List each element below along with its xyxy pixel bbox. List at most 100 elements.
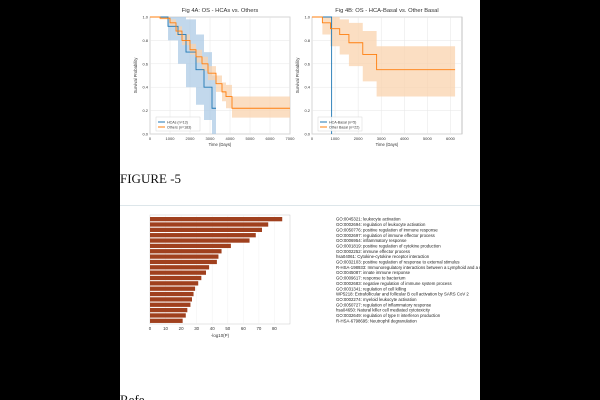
x-tick-label: 4000 <box>226 136 236 141</box>
x-tick-label: 4000 <box>400 136 410 141</box>
bar-category-label: GO:0002252: immune effector process <box>336 249 410 254</box>
bar-x-tick-label: 40 <box>210 326 215 331</box>
enrichment-bar <box>150 291 194 297</box>
bar-category-label: GO:0001819: positive regulation of cytok… <box>336 243 441 248</box>
y-tick-label: 0.2 <box>142 108 148 113</box>
legend-entry: Others (n=183) <box>167 126 191 130</box>
survival-line-others <box>312 16 456 71</box>
enrichment-bar <box>150 297 192 302</box>
bar-category-label: GO:0045321: leukocyte activation <box>336 217 401 222</box>
enrichment-bar <box>150 307 188 313</box>
x-tick-label: 5000 <box>246 136 256 141</box>
enrichment-bar <box>150 318 183 323</box>
bar-category-label: GO:0002697: regulation of immune effecto… <box>336 233 435 238</box>
y-tick-label: 0.8 <box>142 38 148 43</box>
bar-x-tick-label: 0 <box>149 326 152 331</box>
document-page: 0.0 0.2 0.4 0.6 0.8 1.0 0 1000 2000 3000 4000 5000 6… <box>120 0 480 400</box>
enrichment-bar <box>150 222 269 227</box>
legend-entry: Other Basal (n=22) <box>329 126 359 130</box>
enrichment-bar <box>150 265 210 270</box>
figure-canvas: 0.00.20.40.60.81.00 1000 2000 3000 4000 5000 6… <box>133 8 480 338</box>
ci-band-others <box>312 17 456 97</box>
ci-band-others <box>150 17 290 118</box>
enrichment-bar <box>150 270 206 275</box>
y-tick-label: 1.0 <box>304 15 310 20</box>
bar-category-label: GO:0002694: regulation of leukocyte acti… <box>336 222 426 227</box>
bar-category-label: hsa04650: Natural killer cell mediated c… <box>336 308 431 313</box>
bar-x-axis-label: -log10(P) <box>211 333 230 338</box>
enrichment-bar <box>150 238 250 243</box>
survival-line-hca <box>150 16 216 109</box>
bar-category-label: GO:0002274: myeloid leukocyte activation <box>336 297 417 302</box>
x-tick-label: 6000 <box>266 136 276 141</box>
x-tick-label: 1000 <box>331 136 341 141</box>
enrichment-bar <box>150 243 231 249</box>
y-axis-label: Survival Probability <box>295 57 300 94</box>
enrichment-bar <box>150 249 222 254</box>
bar-category-label: WP5218: Extrafollicular and follicular B… <box>336 292 469 297</box>
bar-category-label: GO:0006954: inflammatory response <box>336 238 407 243</box>
bar-category-label: R-HSA-6798695: Neutrophil degranulation <box>336 318 417 323</box>
reference-heading: Refe <box>120 392 145 400</box>
bar-category-label: R-HSA-198933: Immunoregulatory interacti… <box>336 265 480 270</box>
bar-x-tick-label: 50 <box>225 326 230 331</box>
x-tick-label: 3000 <box>377 136 387 141</box>
enrichment-bar <box>150 275 202 281</box>
bar-category-label: hsa04061: Cytokine-cytokine receptor int… <box>336 254 430 259</box>
y-tick-label: 0.6 <box>304 61 310 66</box>
bar-category-label: GO:0050727: regulation of inflammatory r… <box>336 302 432 307</box>
y-axis-label: Survival Probability <box>133 57 138 94</box>
reference-heading-clip: Refe <box>120 392 160 400</box>
y-tick-label: 0.4 <box>304 85 310 90</box>
y-tick-label: 0.6 <box>142 61 148 66</box>
x-tick-label: 0 <box>311 136 314 141</box>
x-tick-label: 5000 <box>423 136 433 141</box>
bar-x-tick-label: 80 <box>272 326 277 331</box>
enrichment-bar <box>150 227 262 232</box>
bar-category-label: GO:0032103: positive regulation of respo… <box>336 260 460 265</box>
bar-x-tick-label: 70 <box>256 326 261 331</box>
panel-title: Fig 4A: OS - HCAs vs. Others <box>182 8 259 14</box>
y-tick-label: 1.0 <box>142 15 148 20</box>
enrichment-bar <box>150 286 196 291</box>
bar-x-tick-label: 10 <box>163 326 168 331</box>
bar-x-tick-label: 30 <box>194 326 199 331</box>
bar-category-label: GO:0002683: negative regulation of immun… <box>336 281 452 286</box>
section-divider <box>120 205 480 206</box>
y-tick-label: 0.0 <box>142 132 148 137</box>
x-tick-label: 2000 <box>354 136 364 141</box>
enrichment-bar <box>150 217 283 222</box>
x-tick-label: 6000 <box>446 136 456 141</box>
enrichment-bar <box>150 281 199 286</box>
legend-entry: HCA-Basal (n=5) <box>329 121 356 125</box>
x-tick-label: 3000 <box>206 136 216 141</box>
legend-entry: HCAs (n=13) <box>167 121 188 125</box>
y-tick-label: 0.2 <box>304 108 310 113</box>
y-tick-label: 0.0 <box>304 132 310 137</box>
x-tick-label: 1000 <box>166 136 176 141</box>
bar-category-label: GO:0032649: regulation of type II interf… <box>336 313 441 318</box>
x-tick-label: 2000 <box>186 136 196 141</box>
y-tick-label: 0.8 <box>304 38 310 43</box>
enrichment-bar <box>150 259 217 265</box>
bar-category-label: GO:0045087: innate immune response <box>336 270 411 275</box>
enrichment-bar <box>150 313 186 318</box>
survival-line-others <box>150 16 290 109</box>
x-axis-label: Time (Days) <box>209 142 232 147</box>
bar-x-tick-label: 60 <box>241 326 246 331</box>
bar-category-label: GO:0050776: positive regulation of immun… <box>336 227 438 232</box>
bar-x-tick-label: 20 <box>179 326 184 331</box>
x-tick-label: 7000 <box>286 136 296 141</box>
bar-category-label: GO:0009617: response to bacterium <box>336 276 406 281</box>
enrichment-bar <box>150 302 191 307</box>
x-tick-label: 0 <box>149 136 152 141</box>
ci-band-hca <box>150 17 216 134</box>
enrichment-bar <box>150 254 219 259</box>
legend-box <box>317 116 363 132</box>
legend-box <box>155 116 201 132</box>
panel-title: Fig 4B: OS - HCA-Basal vs. Other Basal <box>335 8 438 14</box>
x-axis-label: Time (Days) <box>376 142 399 147</box>
enrichment-bar <box>150 233 256 238</box>
bar-category-label: GO:0031341: regulation of cell killing <box>336 286 407 291</box>
figure-caption: FIGURE -5 <box>120 171 182 186</box>
